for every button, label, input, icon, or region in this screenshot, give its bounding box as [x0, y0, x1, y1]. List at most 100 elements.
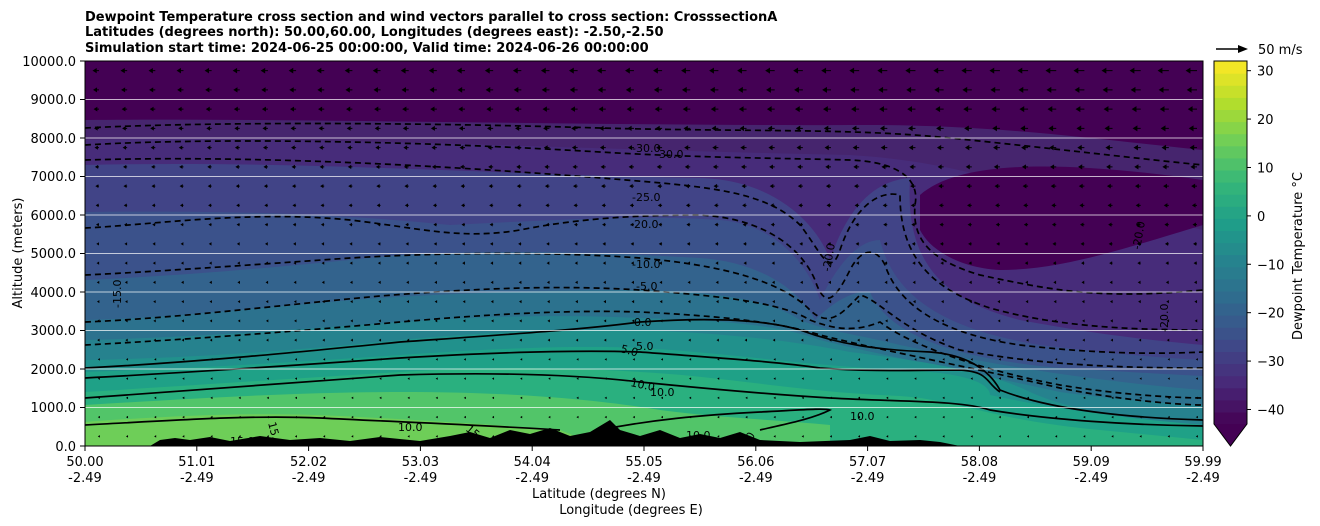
wind-vector: [886, 396, 889, 400]
wind-vector: [237, 338, 241, 342]
wind-vector: [574, 242, 578, 246]
wind-vector: [180, 222, 184, 227]
wind-vector: [1053, 280, 1057, 285]
wind-vector: [629, 183, 633, 189]
wind-vector: [688, 319, 691, 323]
wind-vector: [745, 435, 748, 438]
wind-vector: [632, 338, 635, 342]
wind-vector: [914, 396, 917, 400]
wind-vector: [687, 280, 691, 285]
wind-vector: [347, 145, 351, 150]
wind-vector: [236, 222, 240, 227]
wind-vector: [180, 261, 184, 265]
wind-vector: [210, 415, 213, 419]
wind-vector: [885, 338, 888, 342]
wind-vector: [209, 280, 212, 284]
wind-vector: [797, 183, 802, 189]
wind-vector: [405, 242, 409, 246]
wind-vector: [1109, 280, 1113, 285]
wind-vector: [998, 435, 1001, 438]
wind-vector: [771, 242, 775, 246]
wind-vector: [318, 125, 323, 131]
wind-vector: [266, 377, 269, 380]
colorbar-tick-label: 30: [1257, 65, 1274, 80]
wind-vector: [632, 396, 635, 400]
wind-vector: [322, 300, 325, 304]
wind-vector: [293, 261, 297, 265]
y-tick-label: 9000.0: [31, 93, 77, 108]
wind-vector: [910, 203, 915, 208]
wind-vector: [238, 358, 241, 361]
wind-vector: [1026, 377, 1029, 380]
wind-vector: [491, 435, 495, 438]
wind-vector: [125, 396, 129, 400]
wind-vector: [178, 126, 182, 131]
wind-vector: [520, 415, 523, 419]
wind-vector: [856, 300, 860, 304]
wind-vector: [266, 415, 269, 419]
wind-vector: [998, 415, 1001, 419]
x-tick-label-latitude: 55.05: [625, 455, 662, 470]
contour-label: 15.0: [230, 435, 255, 448]
wind-vector: [95, 222, 99, 227]
wind-vector: [1195, 377, 1198, 380]
wind-vector: [94, 164, 99, 169]
wind-vector: [886, 358, 889, 361]
x-tick-label-longitude: -2.49: [68, 471, 102, 486]
wind-vector: [1025, 280, 1028, 285]
wind-vector: [1023, 203, 1027, 208]
wind-vector: [351, 435, 354, 438]
wind-vector: [491, 319, 494, 323]
wind-vector: [857, 377, 861, 380]
wind-vector: [853, 164, 858, 170]
wind-vector: [1193, 241, 1197, 246]
wind-vector: [520, 377, 523, 380]
wind-vector: [603, 300, 606, 304]
wind-vector: [1083, 358, 1086, 361]
wind-vector: [1163, 203, 1168, 208]
wind-vector: [407, 415, 410, 419]
chart-title-line-2: Latitudes (degrees north): 50.00,60.00, …: [85, 25, 664, 40]
wind-vector: [237, 261, 240, 265]
colorbar-tick-label: −30: [1257, 355, 1284, 370]
wind-vector: [773, 435, 776, 438]
wind-vector: [717, 377, 720, 380]
colorbar-tick-label: 10: [1257, 161, 1274, 176]
x-tick-label-longitude: -2.49: [404, 471, 438, 486]
colorbar-tick-label: 20: [1257, 113, 1274, 128]
colorbar-band: [1214, 206, 1247, 219]
y-tick-label: 3000.0: [31, 324, 77, 339]
contour-label: 5.0: [619, 342, 639, 359]
wind-vector: [406, 300, 409, 304]
colorbar-tick-label: −10: [1257, 258, 1284, 273]
wind-vector: [182, 435, 185, 438]
wind-vector: [1166, 338, 1170, 342]
wind-vector: [152, 261, 156, 265]
contour-label: -30.0: [655, 148, 683, 161]
wind-vector: [548, 358, 551, 361]
x-tick-label-longitude: -2.49: [851, 471, 885, 486]
wind-vector: [378, 280, 381, 284]
wind-vector: [435, 415, 438, 419]
wind-vector: [319, 145, 323, 150]
wind-vector: [151, 184, 155, 189]
wind-vector: [857, 396, 861, 400]
colorbar-label: Dewpoint Temperature °C: [1291, 172, 1306, 340]
wind-vector: [1164, 222, 1168, 227]
wind-vector: [323, 435, 326, 438]
wind-vector: [207, 184, 211, 189]
wind-vector: [545, 203, 549, 208]
wind-vector: [998, 396, 1001, 400]
wind-vector: [206, 145, 211, 150]
wind-vector: [911, 222, 915, 227]
wind-vector: [771, 261, 775, 265]
terrain-silhouette: [150, 420, 960, 446]
wind-vector: [855, 241, 859, 246]
wind-vector: [712, 164, 717, 170]
wind-vector: [885, 319, 888, 323]
wind-vector: [1082, 319, 1085, 323]
colorbar-band: [1214, 375, 1247, 389]
wind-vector: [684, 164, 689, 170]
contour-label: -20.0: [630, 218, 658, 231]
wind-vector: [687, 300, 691, 304]
